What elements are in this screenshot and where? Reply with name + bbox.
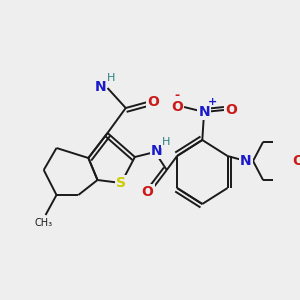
Text: H: H bbox=[162, 137, 170, 147]
Text: -: - bbox=[174, 88, 179, 101]
Text: N: N bbox=[94, 80, 106, 94]
Text: H: H bbox=[107, 73, 116, 83]
Text: O: O bbox=[292, 154, 300, 168]
Text: N: N bbox=[198, 105, 210, 119]
Text: N: N bbox=[151, 144, 163, 158]
Text: O: O bbox=[142, 185, 154, 199]
Text: O: O bbox=[171, 100, 183, 114]
Text: CH₃: CH₃ bbox=[35, 218, 53, 228]
Text: N: N bbox=[240, 154, 252, 168]
Text: O: O bbox=[147, 95, 159, 109]
Text: S: S bbox=[116, 176, 126, 190]
Text: +: + bbox=[208, 97, 217, 107]
Text: O: O bbox=[226, 103, 237, 117]
